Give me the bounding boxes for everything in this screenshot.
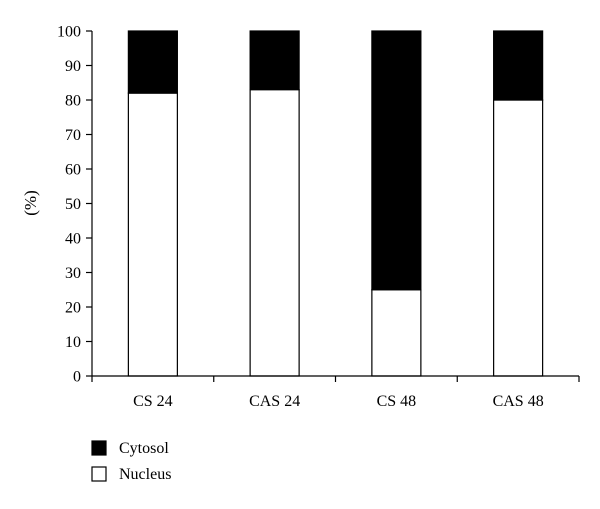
bar-nucleus-cs-48 [371,289,422,377]
bar-nucleus-cas-24 [249,89,300,377]
bar-cytosol-cas-48 [493,30,544,101]
x-category-label: CAS 24 [249,393,300,410]
y-tick-label: 0 [73,369,81,386]
y-axis-title: (%) [21,190,40,215]
y-tick-label: 10 [65,334,81,351]
legend-swatch-nucleus [91,466,107,482]
y-tick-label: 50 [65,196,81,213]
legend: Cytosol Nucleus [91,440,171,483]
bars-group [127,30,544,377]
x-category-label: CS 48 [377,393,417,410]
bar-nucleus-cs-24 [127,92,178,377]
y-tick-label: 70 [65,127,81,144]
legend-label-nucleus: Nucleus [119,466,171,483]
legend-swatch-cytosol [91,440,107,456]
bar-cytosol-cs-24 [127,30,178,94]
y-tick-label: 100 [57,24,81,41]
bar-cytosol-cas-24 [249,30,300,91]
y-tick-label: 90 [65,58,81,75]
x-category-label: CS 24 [133,393,173,410]
bar-nucleus-cas-48 [493,99,544,377]
x-category-label: CAS 48 [493,393,544,410]
y-tick-label: 80 [65,93,81,110]
x-ticks-group: CS 24 CAS 24 CS 48 CAS 48 [91,376,580,410]
y-ticks-group: 0 10 20 30 40 50 60 70 80 90 100 [57,24,92,386]
y-tick-label: 20 [65,300,81,317]
y-tick-label: 30 [65,265,81,282]
legend-label-cytosol: Cytosol [119,440,169,457]
bar-cytosol-cs-48 [371,30,422,291]
y-tick-label: 40 [65,231,81,248]
y-tick-label: 60 [65,162,81,179]
